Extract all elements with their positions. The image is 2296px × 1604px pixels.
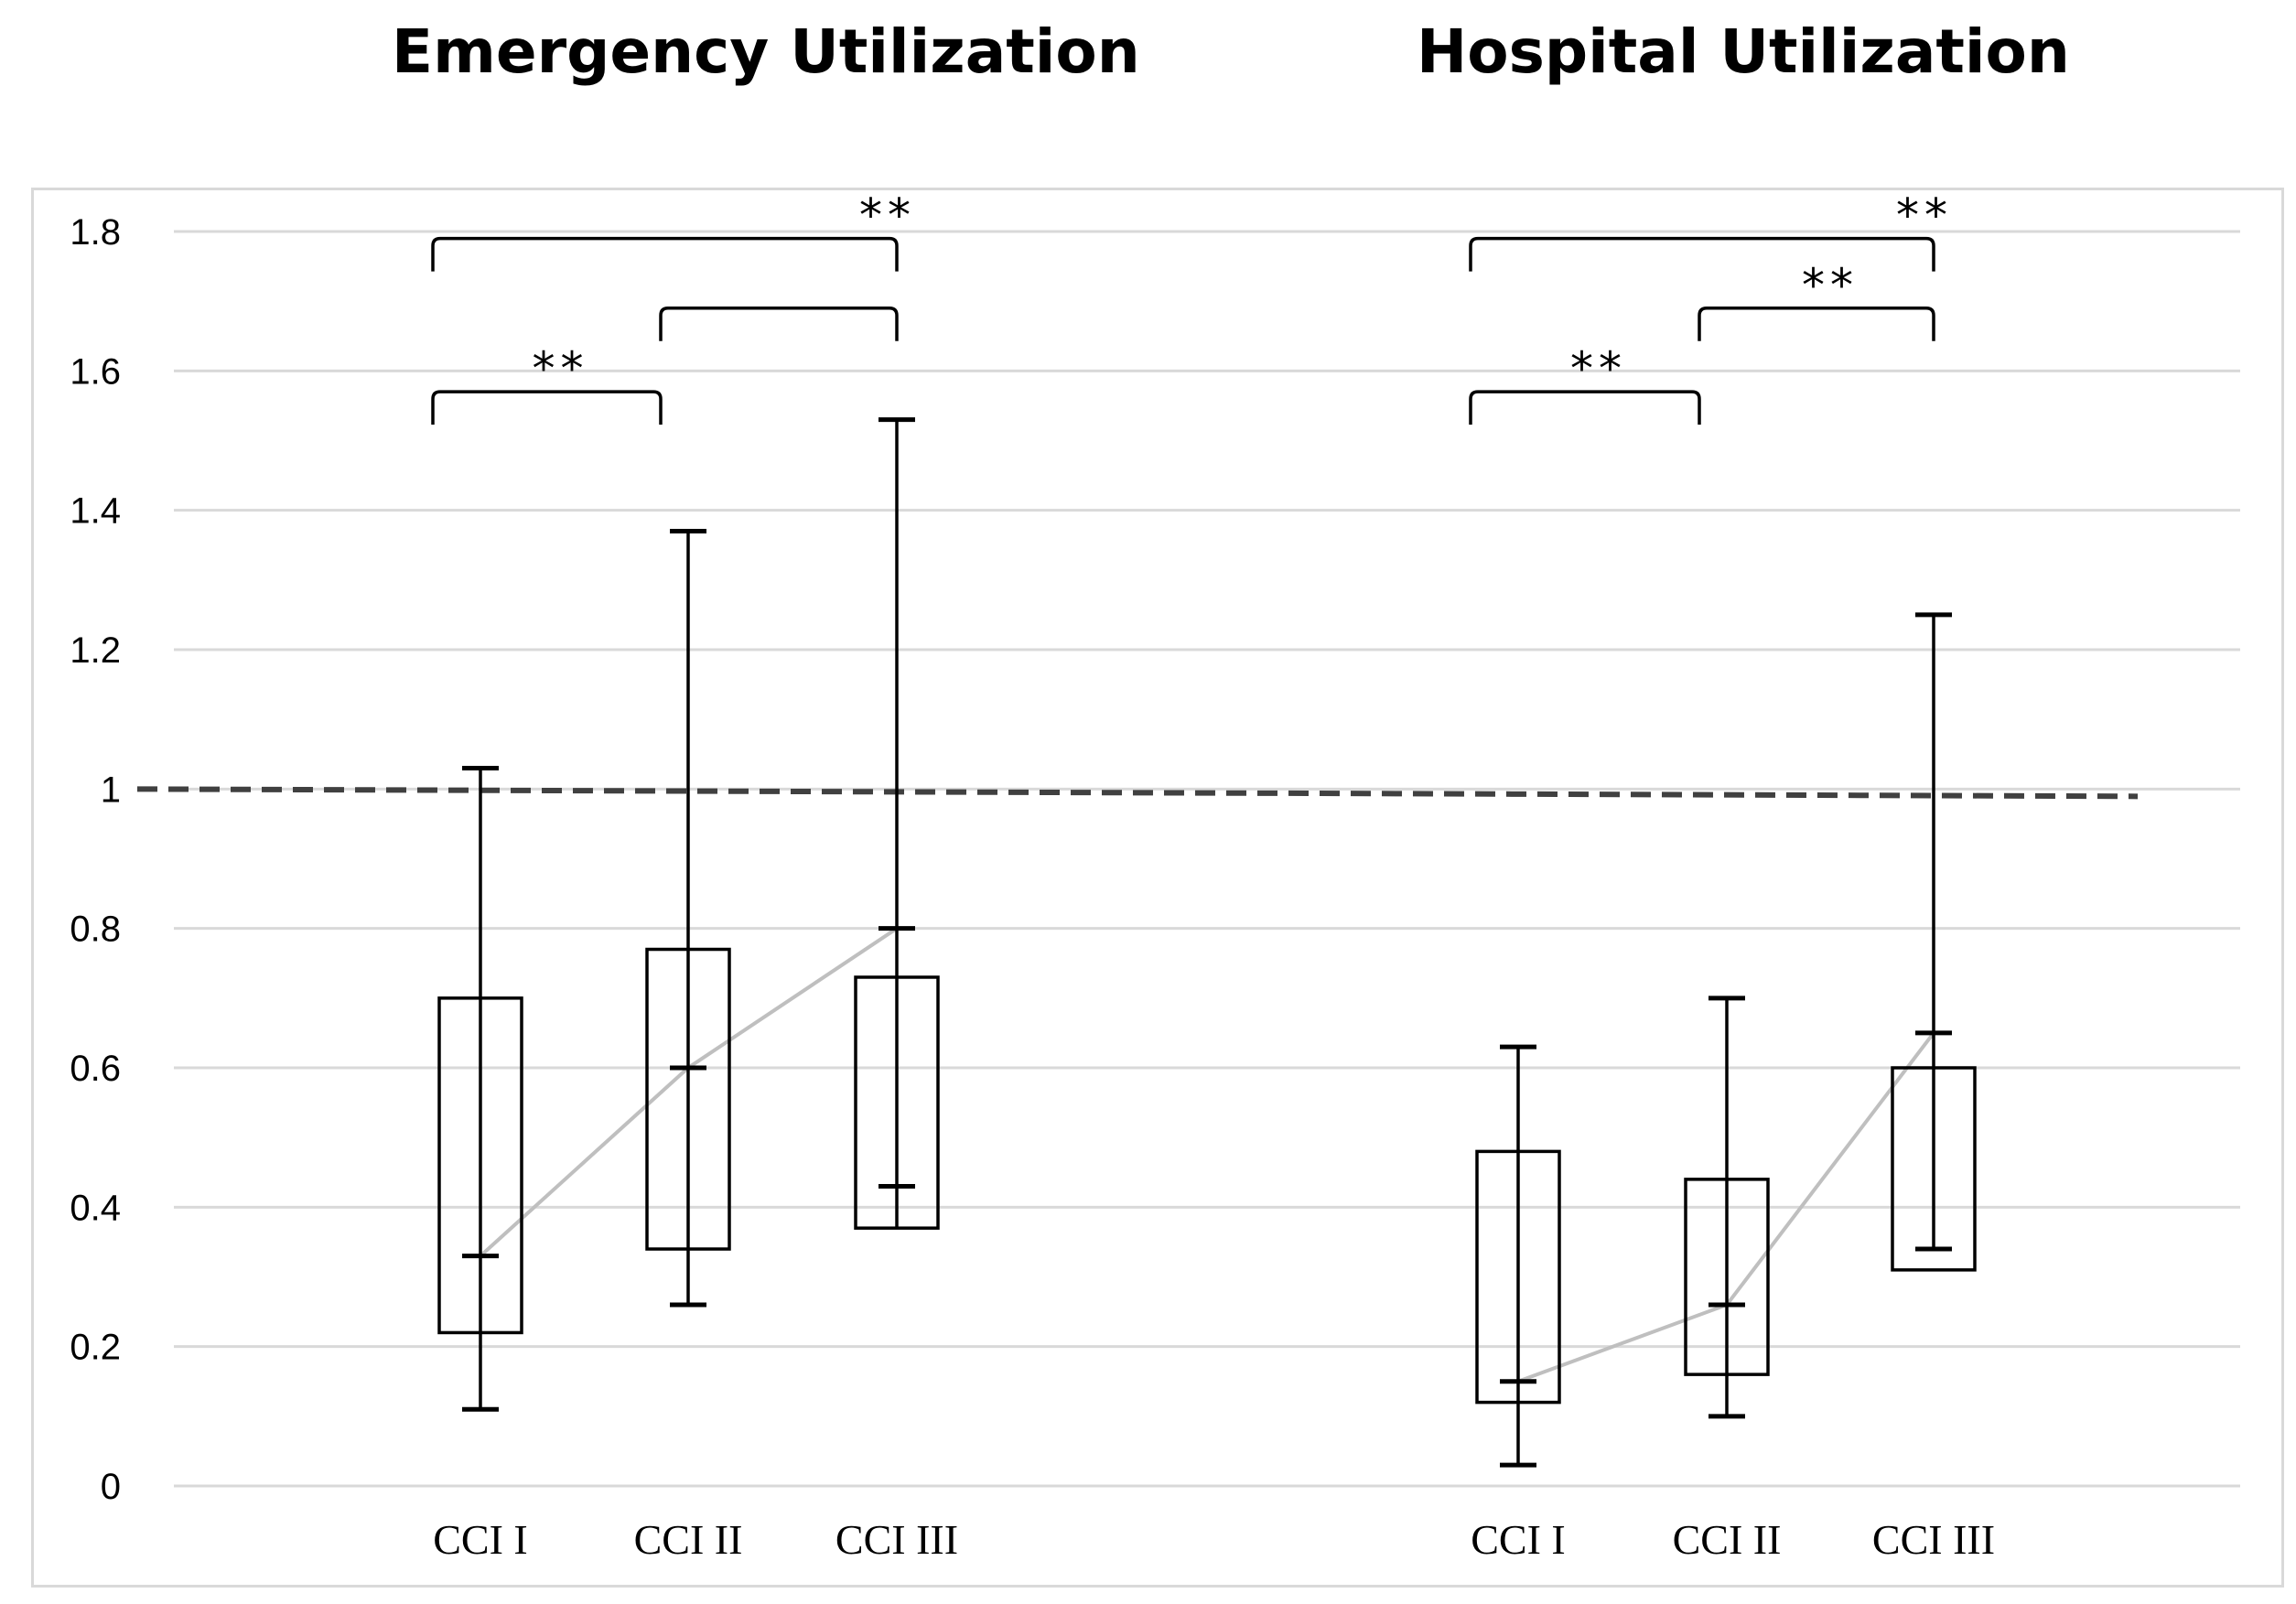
reference-line-layer (136, 786, 2139, 800)
y-tick-label: 0.4 (70, 1188, 121, 1228)
hospital-chart-title: Hospital Utilization (1417, 16, 2070, 87)
significance-layer: ** ** ** ** ** (431, 189, 1953, 425)
grid-layer (174, 230, 2240, 1488)
hospital-significance-label: ** (1896, 189, 1953, 242)
emergency-significance-bracket (431, 390, 663, 425)
y-tick-label: 0 (101, 1467, 121, 1507)
emergency-significance-bracket (431, 236, 899, 272)
y-tick-label: 0.6 (70, 1049, 121, 1089)
reference-line (136, 786, 2139, 800)
y-tick-label: 1 (101, 770, 121, 810)
hospital-significance-bracket (1469, 236, 1935, 272)
hospital-significance-label: ** (1802, 259, 1859, 312)
y-axis-ticks: 0 0.2 0.4 0.6 0.8 1 1.2 1.4 1.6 1.8 (70, 212, 121, 1507)
y-tick-label: 1.8 (70, 212, 121, 253)
y-tick-label: 0.2 (70, 1328, 121, 1368)
y-tick-label: 1.4 (70, 491, 121, 532)
hospital-x-tick-label: CCI III (1872, 1516, 1995, 1563)
emergency-significance-label: ** (533, 342, 589, 395)
emergency-x-tick-label: CCI II (634, 1516, 743, 1563)
y-tick-label: 1.2 (70, 630, 121, 671)
emergency-significance-label: ** (859, 189, 916, 242)
emergency-significance-bracket (659, 307, 899, 341)
hospital-x-tick-label: CCI II (1673, 1516, 1782, 1563)
hospital-significance-label: ** (1570, 342, 1627, 395)
x-axis-ticks: CCI I CCI II CCI III CCI I CCI II CCI III (433, 1516, 1995, 1563)
y-tick-label: 1.6 (70, 351, 121, 392)
hospital-significance-bracket (1469, 390, 1701, 425)
hospital-significance-bracket (1698, 307, 1935, 341)
hospital-x-tick-label: CCI I (1471, 1516, 1566, 1563)
emergency-x-tick-label: CCI III (835, 1516, 958, 1563)
y-tick-label: 0.8 (70, 910, 121, 950)
emergency-chart-title: Emergency Utilization (392, 16, 1140, 87)
emergency-x-tick-label: CCI I (433, 1516, 528, 1563)
box-layer (437, 417, 1977, 1468)
chart-frame (31, 188, 2284, 1588)
